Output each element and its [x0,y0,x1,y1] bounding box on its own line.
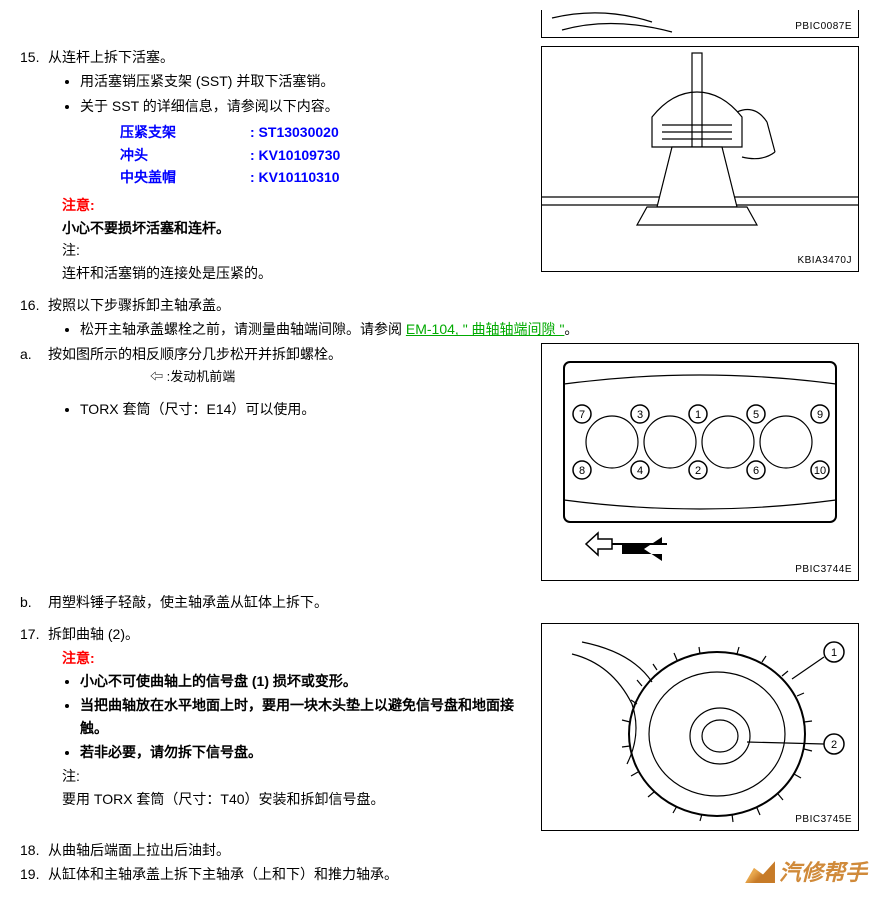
svg-text:3: 3 [637,409,643,421]
figure-label: PBIC0087E [795,19,852,35]
note-text: 要用 TORX 套筒（尺寸：T40）安装和拆卸信号盘。 [62,788,525,810]
svg-text:2: 2 [695,465,701,477]
svg-text:7: 7 [579,409,585,421]
step-15-bullets: 用活塞销压紧支架 (SST) 并取下活塞销。 关于 SST 的详细信息，请参阅以… [80,70,525,117]
svg-text:4: 4 [637,465,643,477]
caution-label: 注意: [62,194,525,216]
step-17-bullets: 小心不可使曲轴上的信号盘 (1) 损坏或变形。 当把曲轴放在水平地面上时，要用一… [80,670,525,764]
arrow-note: ⇦ :发动机前端 [150,367,525,388]
svg-text:10: 10 [814,465,826,477]
figure-label: PBIC3745E [795,812,852,828]
svg-text:2: 2 [831,739,837,751]
step-15: 15.从连杆上拆下活塞。 [20,46,525,68]
svg-text:6: 6 [753,465,759,477]
figure-bolt-sequence: 7 3 1 5 9 8 4 2 6 10 PBIC3744E [541,343,859,581]
figure-piston-press: KBIA3470J [541,46,859,272]
svg-text:5: 5 [753,409,759,421]
note-label: 注: [62,239,525,261]
figure-crankshaft: 1 2 PBIC3745E [541,623,859,831]
figure-label: PBIC3744E [795,562,852,578]
note-text: 连杆和活塞销的连接处是压紧的。 [62,262,525,284]
step-17: 17.拆卸曲轴 (2)。 [20,623,525,645]
sst-table: 压紧支架: ST13030020 冲头: KV10109730 中央盖帽: KV… [120,121,525,188]
figure-label: KBIA3470J [797,253,852,269]
svg-text:1: 1 [695,409,701,421]
step-16a-bullets: TORX 套筒（尺寸：E14）可以使用。 [80,398,525,420]
step-16a: a.按如图所示的相反顺序分几步松开并拆卸螺栓。 [20,343,525,365]
step-16: 16.按照以下步骤拆卸主轴承盖。 [20,294,859,316]
caution-label: 注意: [62,647,525,669]
svg-text:9: 9 [817,409,823,421]
figure-top-partial: PBIC0087E [541,10,859,38]
watermark-icon [745,861,775,883]
link-em104[interactable]: EM-104, " 曲轴轴端间隙 " [406,321,565,337]
svg-text:1: 1 [831,647,837,659]
caution-text: 小心不要损坏活塞和连杆。 [62,217,525,239]
svg-text:8: 8 [579,465,585,477]
step-18: 18.从曲轴后端面上拉出后油封。 [20,839,859,861]
watermark: 汽修帮手 [745,855,867,890]
step-16-bullets: 松开主轴承盖螺栓之前，请测量曲轴端间隙。请参阅 EM-104, " 曲轴轴端间隙… [80,318,859,340]
note-label: 注: [62,765,525,787]
step-16b: b.用塑料锤子轻敲，使主轴承盖从缸体上拆下。 [20,591,859,613]
